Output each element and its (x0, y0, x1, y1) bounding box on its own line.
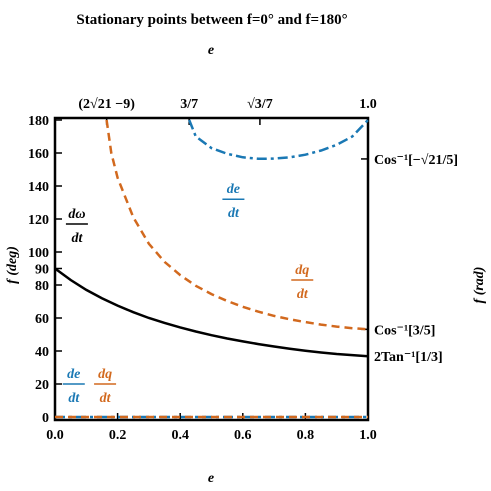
right-tick-label: Cos⁻¹[−√21/5] (374, 153, 458, 168)
top-tick-label: √3/7 (247, 97, 273, 112)
y-tick-label: 0 (42, 411, 49, 426)
annotation-denominator: dt (228, 206, 240, 221)
top-tick-label: 1.0 (359, 97, 377, 112)
annotation-numerator: dq (295, 263, 309, 278)
annotation-numerator: dq (98, 367, 112, 382)
y-axis-title: f (deg) (5, 246, 20, 284)
y-tick-label: 140 (28, 180, 49, 195)
right-y-axis-title: f (rad) (472, 267, 487, 304)
top-tick-label: 3/7 (180, 97, 198, 112)
x-tick-label: 0.4 (171, 428, 189, 443)
annotation-denominator: dt (100, 391, 112, 406)
x-axis-title: e (208, 471, 214, 486)
top-x-axis-title: e (208, 43, 214, 58)
x-tick-label: 0.2 (109, 428, 127, 443)
y-tick-label: 180 (28, 114, 49, 129)
annotation-numerator: de (67, 367, 80, 382)
series-line (54, 267, 369, 358)
right-tick-label: Cos⁻¹[3/5] (374, 323, 435, 338)
annotation-denominator: dt (68, 391, 80, 406)
x-tick-label: 1.0 (359, 428, 377, 443)
x-tick-label: 0.6 (234, 428, 252, 443)
y-tick-label: 40 (35, 345, 49, 360)
y-tick-label: 80 (35, 279, 49, 294)
top-tick-label: (2√21 −9) (78, 97, 135, 112)
annotation-denominator: dt (71, 231, 83, 246)
y-tick-label: 90 (35, 263, 49, 278)
right-tick-label: 2Tan⁻¹[1/3] (374, 350, 443, 365)
y-tick-label: 100 (28, 246, 49, 261)
y-tick-label: 160 (28, 147, 49, 162)
x-tick-label: 0.0 (46, 428, 64, 443)
y-tick-label: 120 (28, 213, 49, 228)
y-tick-label: 60 (35, 312, 49, 327)
x-tick-label: 0.8 (297, 428, 315, 443)
y-tick-label: 20 (35, 378, 49, 393)
chart-title: Stationary points between f=0° and f=180… (76, 12, 347, 28)
annotation-numerator: dω (68, 207, 85, 222)
annotation-numerator: de (227, 182, 240, 197)
annotation-denominator: dt (297, 287, 309, 302)
series-line (188, 119, 369, 161)
series-line (105, 119, 369, 331)
